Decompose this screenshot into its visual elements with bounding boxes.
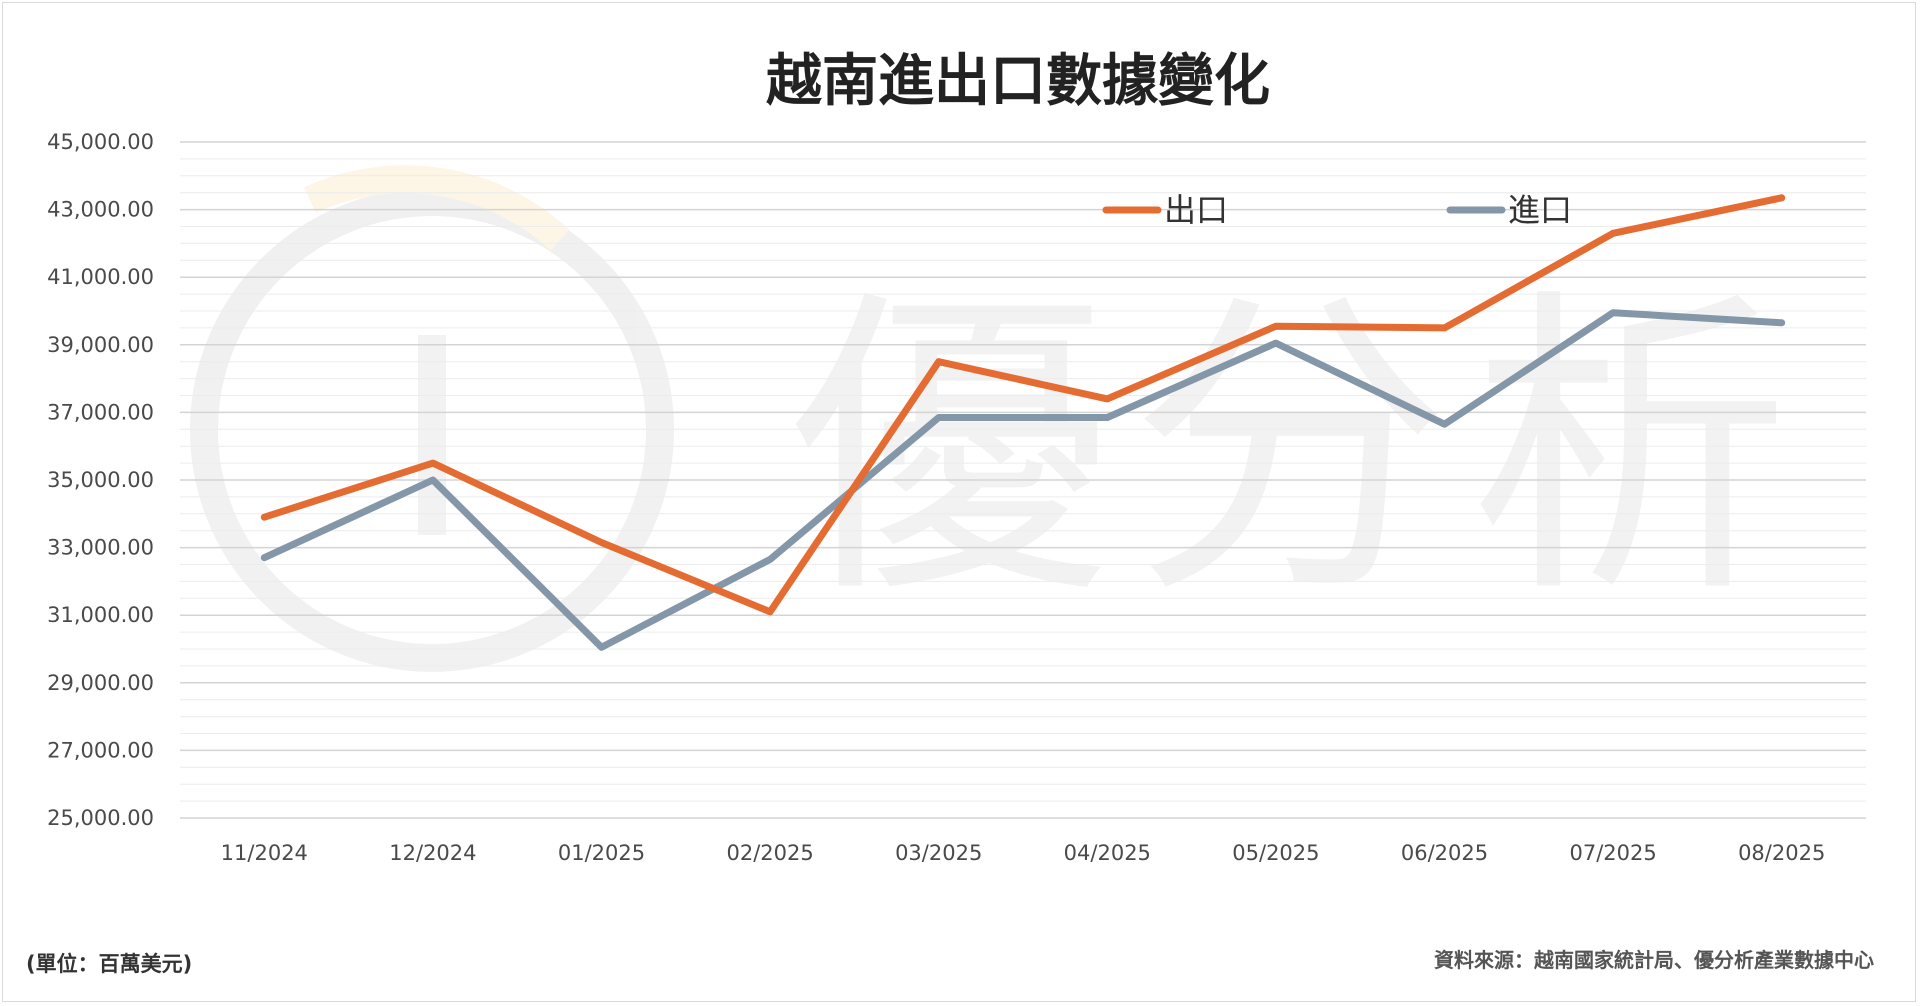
y-tick-label: 37,000.00 <box>47 400 154 424</box>
y-tick-label: 45,000.00 <box>47 130 154 154</box>
data-point <box>1778 194 1785 201</box>
source-note: 資料來源：越南國家統計局、優分析產業數據中心 <box>1434 948 1874 972</box>
x-tick-label: 07/2025 <box>1569 841 1656 865</box>
x-tick-label: 01/2025 <box>558 841 645 865</box>
y-axis-ticks: 45,000.00 43,000.00 41,000.00 39,000.00 37,0… <box>47 130 154 830</box>
legend-label: 進口 <box>1508 191 1572 229</box>
series-lines <box>260 194 1786 651</box>
x-tick-label: 02/2025 <box>726 841 813 865</box>
data-point <box>935 414 942 421</box>
x-tick-label: 11/2024 <box>221 841 308 865</box>
y-tick-label: 25,000.00 <box>47 806 154 830</box>
data-point <box>1272 323 1279 330</box>
chart-title: 越南進出口數據變化 <box>766 49 1270 114</box>
y-tick-label: 43,000.00 <box>47 198 154 222</box>
legend-label: 出口 <box>1164 191 1228 229</box>
x-tick-label: 12/2024 <box>389 841 476 865</box>
y-tick-label: 35,000.00 <box>47 468 154 492</box>
x-tick-label: 05/2025 <box>1232 841 1319 865</box>
major-gridlines <box>180 141 1866 819</box>
x-axis-ticks: 11/2024 12/2024 01/2025 02/2025 03/2025 04/20… <box>221 841 1826 865</box>
data-point <box>1441 421 1448 428</box>
data-point <box>1610 309 1617 316</box>
y-tick-label: 39,000.00 <box>47 333 154 357</box>
series-line-export <box>260 194 1786 616</box>
data-point <box>1104 414 1111 421</box>
legend: 出口 進口 <box>1102 191 1572 229</box>
watermark-text: 優分析 <box>790 264 1810 636</box>
x-tick-label: 03/2025 <box>895 841 982 865</box>
data-point <box>1272 340 1279 347</box>
data-point <box>429 477 436 483</box>
data-point <box>1104 395 1111 402</box>
data-point <box>767 556 774 563</box>
data-point <box>1610 230 1617 237</box>
y-tick-label: 29,000.00 <box>47 671 154 695</box>
y-tick-label: 27,000.00 <box>47 738 154 762</box>
data-point <box>429 460 436 467</box>
unit-note: (單位：百萬美元) <box>26 952 193 976</box>
minor-gridlines <box>180 158 1866 802</box>
data-point <box>1441 324 1448 331</box>
data-point <box>767 608 774 615</box>
y-tick-label: 33,000.00 <box>47 536 154 560</box>
x-tick-label: 04/2025 <box>1064 841 1151 865</box>
data-point <box>1778 319 1785 326</box>
data-point <box>261 514 268 521</box>
x-tick-label: 06/2025 <box>1401 841 1488 865</box>
y-tick-label: 31,000.00 <box>47 603 154 627</box>
x-tick-label: 08/2025 <box>1738 841 1825 865</box>
data-point <box>261 554 268 561</box>
watermark-logo: 優分析 <box>190 165 1810 672</box>
data-point <box>598 644 605 651</box>
y-tick-label: 41,000.00 <box>47 265 154 289</box>
series-line-import <box>260 309 1786 651</box>
data-point <box>935 358 942 365</box>
data-point <box>598 539 605 546</box>
